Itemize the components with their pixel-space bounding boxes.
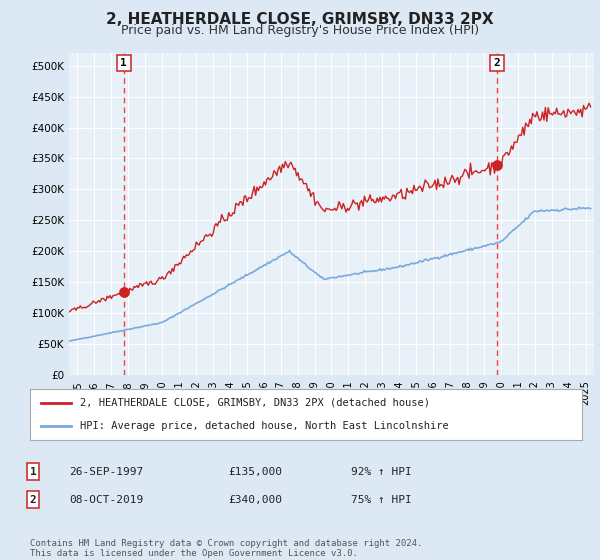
Text: 08-OCT-2019: 08-OCT-2019 — [69, 494, 143, 505]
Text: 1: 1 — [121, 58, 127, 68]
Text: 26-SEP-1997: 26-SEP-1997 — [69, 466, 143, 477]
Text: £340,000: £340,000 — [228, 494, 282, 505]
Text: £135,000: £135,000 — [228, 466, 282, 477]
Text: HPI: Average price, detached house, North East Lincolnshire: HPI: Average price, detached house, Nort… — [80, 421, 448, 431]
Point — [492, 160, 502, 169]
Text: 2: 2 — [494, 58, 500, 68]
Text: 92% ↑ HPI: 92% ↑ HPI — [351, 466, 412, 477]
Text: Price paid vs. HM Land Registry's House Price Index (HPI): Price paid vs. HM Land Registry's House … — [121, 24, 479, 37]
Text: 2, HEATHERDALE CLOSE, GRIMSBY, DN33 2PX: 2, HEATHERDALE CLOSE, GRIMSBY, DN33 2PX — [106, 12, 494, 27]
Text: 1: 1 — [29, 466, 37, 477]
Text: Contains HM Land Registry data © Crown copyright and database right 2024.
This d: Contains HM Land Registry data © Crown c… — [30, 539, 422, 558]
Text: 2, HEATHERDALE CLOSE, GRIMSBY, DN33 2PX (detached house): 2, HEATHERDALE CLOSE, GRIMSBY, DN33 2PX … — [80, 398, 430, 408]
Text: 2: 2 — [29, 494, 37, 505]
Point — [119, 287, 128, 296]
Text: 75% ↑ HPI: 75% ↑ HPI — [351, 494, 412, 505]
